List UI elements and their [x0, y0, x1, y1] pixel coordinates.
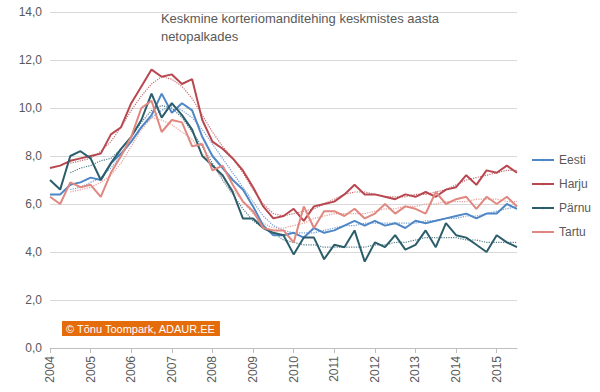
svg-text:10,0: 10,0: [19, 101, 43, 115]
svg-text:netopalkades: netopalkades: [161, 29, 239, 44]
svg-text:2014: 2014: [449, 356, 463, 383]
svg-text:Keskmine korteriomanditehing k: Keskmine korteriomanditehing keskmistes …: [161, 11, 440, 26]
svg-text:Harju: Harju: [559, 177, 588, 191]
svg-text:2007: 2007: [165, 356, 179, 383]
svg-text:12,0: 12,0: [19, 53, 43, 67]
svg-text:© Tõnu Toompark, ADAUR.EE: © Tõnu Toompark, ADAUR.EE: [66, 323, 215, 335]
svg-text:2012: 2012: [368, 356, 382, 383]
svg-text:2009: 2009: [246, 356, 260, 383]
svg-text:2004: 2004: [43, 356, 57, 383]
svg-text:0,0: 0,0: [25, 341, 42, 355]
svg-text:8,0: 8,0: [25, 149, 42, 163]
svg-text:Tartu: Tartu: [559, 225, 586, 239]
svg-text:Pärnu: Pärnu: [559, 201, 591, 215]
svg-text:2011: 2011: [327, 356, 341, 382]
svg-text:2010: 2010: [287, 356, 301, 383]
svg-text:2,0: 2,0: [25, 293, 42, 307]
svg-text:14,0: 14,0: [19, 5, 43, 19]
svg-text:2005: 2005: [84, 356, 98, 383]
svg-text:6,0: 6,0: [25, 197, 42, 211]
svg-text:2013: 2013: [408, 356, 422, 383]
svg-text:2015: 2015: [490, 356, 504, 383]
svg-text:2006: 2006: [124, 356, 138, 383]
svg-text:4,0: 4,0: [25, 245, 42, 259]
svg-text:2008: 2008: [205, 356, 219, 383]
svg-text:Eesti: Eesti: [559, 153, 586, 167]
